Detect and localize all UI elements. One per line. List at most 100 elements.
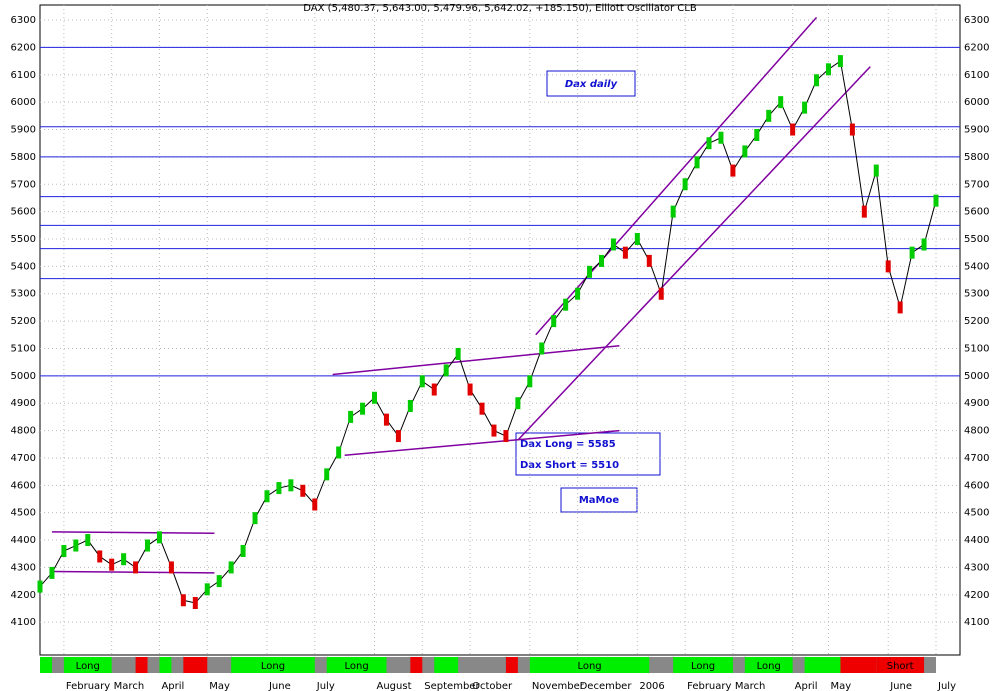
x-tick-label: February: [66, 681, 110, 691]
price-bar: [491, 424, 497, 437]
y-tick-label: 5100: [964, 343, 989, 354]
annotation: Dax Short = 5510: [520, 460, 619, 471]
price-bar: [252, 512, 258, 525]
price-bar: [133, 561, 139, 574]
signal-segment: [876, 657, 925, 673]
price-bar: [682, 178, 688, 191]
price-bar: [455, 347, 461, 360]
trendline: [332, 344, 620, 376]
price-bar: [300, 484, 306, 497]
price-bar: [539, 342, 545, 355]
price-bar: [467, 383, 473, 396]
signal-segment: [840, 657, 877, 673]
price-bar: [921, 238, 927, 251]
price-bar: [395, 430, 401, 443]
y-tick-label: 5300: [964, 289, 989, 300]
signal-label: Short: [887, 661, 914, 672]
y-tick-label: 4200: [11, 590, 36, 601]
price-bar: [479, 402, 485, 415]
price-bar: [754, 129, 760, 141]
y-tick-label: 5200: [964, 316, 989, 327]
price-bar: [587, 265, 593, 278]
y-tick-label: 4500: [964, 508, 989, 519]
price-bar: [563, 298, 569, 311]
y-tick-label: 6300: [964, 15, 989, 26]
price-bar: [706, 137, 712, 150]
chart-title: DAX (5,480.37, 5,643.00, 5,479.96, 5,642…: [303, 3, 697, 14]
price-bar: [598, 254, 604, 267]
x-tick-label: August: [377, 681, 412, 691]
y-tick-label: 5200: [11, 316, 36, 327]
y-tick-label: 6000: [964, 97, 989, 108]
y-tick-label: 5000: [964, 371, 989, 382]
y-tick-label: 4300: [964, 562, 989, 573]
price-bar: [885, 260, 891, 273]
price-bar: [933, 194, 939, 207]
y-tick-label: 5500: [11, 234, 36, 245]
price-bar: [240, 545, 246, 557]
price-bar: [264, 490, 270, 503]
x-tick-label: June: [268, 681, 291, 691]
x-tick-label: October: [472, 681, 513, 691]
x-tick-label: May: [830, 681, 851, 691]
signal-segment: [231, 657, 315, 673]
y-tick-label: 5700: [11, 179, 36, 190]
x-tick-label: 2006: [639, 681, 664, 691]
x-tick-label: February: [687, 681, 731, 691]
y-tick-label: 6100: [964, 70, 989, 81]
signal-segment: [135, 657, 148, 673]
signal-bar-bg: [40, 657, 936, 673]
price-bar: [861, 205, 867, 218]
price-bar: [790, 123, 796, 136]
price-bar: [383, 413, 389, 426]
price-bar: [730, 164, 736, 177]
price-bar: [37, 580, 43, 593]
signal-segment: [40, 657, 52, 673]
y-tick-label: 4700: [964, 453, 989, 464]
signal-segment: [159, 657, 172, 673]
signal-segment: [744, 657, 793, 673]
y-tick-label: 4900: [11, 398, 36, 409]
y-tick-label: 5700: [964, 179, 989, 190]
price-bar: [694, 156, 700, 169]
y-tick-label: 4600: [11, 480, 36, 491]
signal-segment: [505, 657, 518, 673]
price-bar: [718, 131, 724, 144]
y-tick-label: 4100: [11, 617, 36, 628]
signal-segment: [434, 657, 459, 673]
price-bar: [121, 553, 127, 566]
price-bar: [156, 531, 162, 544]
price-bar: [622, 246, 628, 259]
signal-segment: [183, 657, 208, 673]
y-tick-label: 4300: [11, 562, 36, 573]
price-bar: [324, 468, 330, 481]
y-tick-label: 5400: [964, 261, 989, 272]
y-tick-label: 5800: [11, 152, 36, 163]
y-tick-label: 4700: [11, 453, 36, 464]
price-bar: [443, 364, 449, 377]
price-bar: [61, 545, 67, 557]
trendline: [517, 66, 871, 441]
price-bar: [85, 534, 91, 547]
price-bar: [909, 246, 915, 259]
price-bar: [670, 205, 676, 218]
x-tick-label: April: [795, 681, 818, 691]
price-bar: [192, 597, 198, 609]
annotation: Dax Long = 5585: [520, 439, 616, 450]
y-tick-label: 5600: [11, 207, 36, 218]
price-bar: [646, 254, 652, 267]
x-tick-label: March: [735, 681, 765, 691]
signal-segment: [804, 657, 841, 673]
price-bar: [802, 101, 808, 114]
trendline: [535, 16, 818, 336]
price-bar: [73, 539, 79, 552]
y-tick-label: 5000: [11, 371, 36, 382]
signal-segment: [410, 657, 423, 673]
y-tick-label: 5400: [11, 261, 36, 272]
signal-label: Long: [757, 661, 781, 672]
y-tick-label: 6100: [11, 70, 36, 81]
y-tick-label: 5800: [964, 152, 989, 163]
x-tick-label: April: [161, 681, 184, 691]
price-bar: [527, 375, 533, 388]
signal-label: Long: [76, 661, 100, 672]
